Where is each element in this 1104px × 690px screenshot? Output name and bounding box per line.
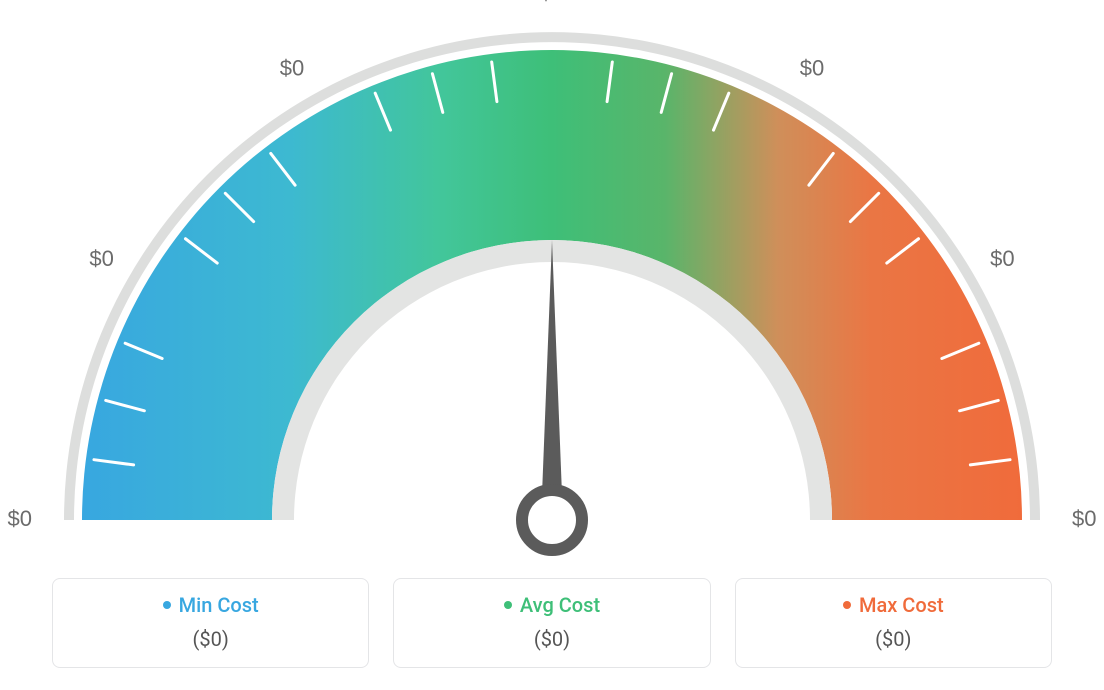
svg-text:$0: $0 [990,246,1014,271]
legend-label-max: Max Cost [859,593,944,617]
gauge-area: $0 $0 $0 $0 $0 $0 $0 [0,0,1104,560]
legend-card-avg: Avg Cost ($0) [393,578,710,668]
svg-text:$0: $0 [540,0,564,5]
legend-value-min: ($0) [63,627,358,651]
legend-card-max: Max Cost ($0) [735,578,1052,668]
legend-label-avg: Avg Cost [520,593,600,617]
svg-text:$0: $0 [1072,506,1096,531]
svg-text:$0: $0 [800,55,824,80]
legend-value-max: ($0) [746,627,1041,651]
svg-text:$0: $0 [89,246,113,271]
svg-text:$0: $0 [280,55,304,80]
legend-label-min: Min Cost [179,593,259,617]
gauge-chart-container: $0 $0 $0 $0 $0 $0 $0 Min Cost ($0) Avg Cost ($… [0,0,1104,690]
legend-title-max: Max Cost [843,593,944,617]
svg-text:$0: $0 [8,506,32,531]
legend-value-avg: ($0) [404,627,699,651]
legend-row: Min Cost ($0) Avg Cost ($0) Max Cost ($0… [52,578,1052,668]
legend-dot-min [163,601,171,609]
legend-dot-max [843,601,851,609]
legend-dot-avg [504,601,512,609]
legend-title-min: Min Cost [163,593,259,617]
legend-title-avg: Avg Cost [504,593,600,617]
legend-card-min: Min Cost ($0) [52,578,369,668]
gauge-svg: $0 $0 $0 $0 $0 $0 $0 [0,0,1104,560]
